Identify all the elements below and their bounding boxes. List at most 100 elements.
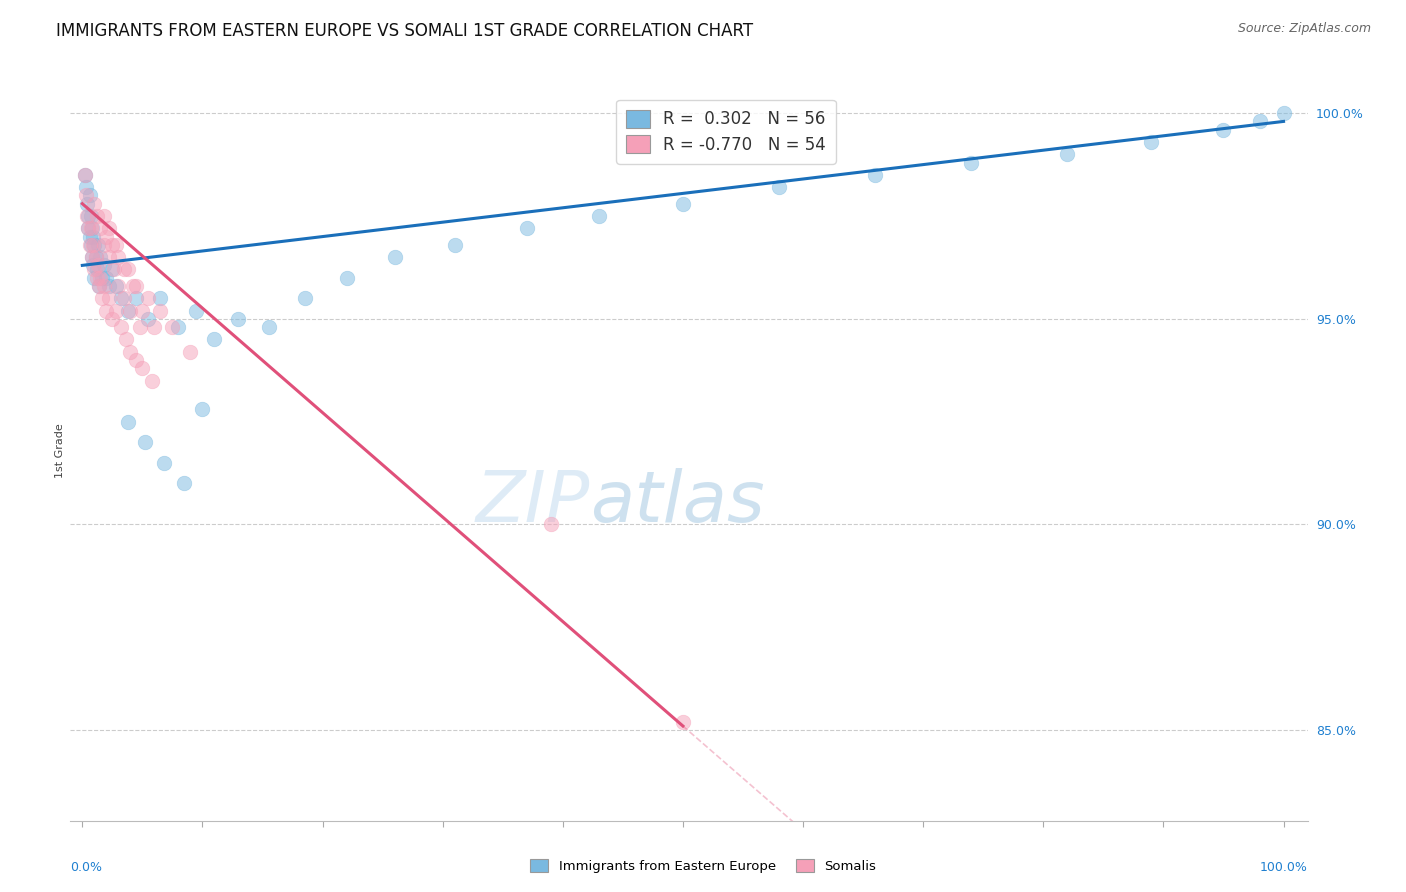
Point [191,402,214,417]
Point [153,456,176,470]
Point [121,279,143,293]
Point [588,209,610,223]
Point [73,168,96,182]
Point [149,291,172,305]
Point [110,291,132,305]
Point [117,262,139,277]
Point [86,270,108,285]
Point [89,279,111,293]
Point [87,237,110,252]
Point [107,250,129,264]
Point [101,311,124,326]
Point [84,250,107,264]
Point [90,291,112,305]
Point [96,303,118,318]
Point [89,250,111,264]
Point [75,180,97,194]
Point [173,476,195,491]
Point [83,237,105,252]
Point [90,270,112,285]
Point [82,237,104,252]
Point [1272,106,1295,120]
Point [768,180,790,194]
Point [83,270,105,285]
Point [82,229,104,244]
Point [204,332,226,346]
Point [89,279,111,293]
Point [104,279,127,293]
Point [672,196,695,211]
Point [179,344,201,359]
Point [83,262,105,277]
Point [89,221,111,235]
Point [1140,135,1163,149]
Point [104,303,127,318]
Point [101,262,124,277]
Point [112,291,135,305]
Point [80,250,103,264]
Point [1056,147,1078,161]
Text: atlas: atlas [591,467,765,537]
Point [516,221,538,235]
Text: Source: ZipAtlas.com: Source: ZipAtlas.com [1237,22,1371,36]
Point [93,279,115,293]
Point [143,320,166,334]
Point [167,320,190,334]
Point [76,196,98,211]
Point [1212,122,1234,136]
Point [336,270,359,285]
Point [186,303,208,318]
Text: ZIP: ZIP [475,467,591,537]
Point [149,303,172,318]
Point [79,188,101,202]
Point [93,209,115,223]
Point [96,270,118,285]
Point [131,303,153,318]
Point [77,221,100,235]
Point [77,209,100,223]
Point [93,237,115,252]
Point [112,262,135,277]
Point [79,237,101,252]
Point [93,258,115,272]
Point [960,155,983,169]
Text: 0.0%: 0.0% [70,862,103,874]
Text: IMMIGRANTS FROM EASTERN EUROPE VS SOMALI 1ST GRADE CORRELATION CHART: IMMIGRANTS FROM EASTERN EUROPE VS SOMALI… [56,22,754,40]
Point [84,250,107,264]
Point [107,279,129,293]
Point [79,229,101,244]
Point [104,237,127,252]
Point [80,221,103,235]
Point [228,311,250,326]
Y-axis label: 1st Grade: 1st Grade [55,423,65,478]
Point [125,291,148,305]
Point [141,374,163,388]
Legend: Immigrants from Eastern Europe, Somalis: Immigrants from Eastern Europe, Somalis [524,854,882,879]
Point [117,303,139,318]
Point [76,209,98,223]
Point [125,353,148,368]
Point [97,221,120,235]
Point [80,221,103,235]
Point [80,209,103,223]
Point [97,250,120,264]
Text: 100.0%: 100.0% [1260,862,1308,874]
Point [134,435,156,450]
Point [257,320,280,334]
Point [83,196,105,211]
Point [138,311,160,326]
Point [863,168,886,182]
Point [103,262,125,277]
Point [96,229,118,244]
Point [384,250,406,264]
Point [86,209,108,223]
Point [125,279,148,293]
Point [80,237,103,252]
Point [110,320,132,334]
Point [120,303,142,318]
Legend: R =  0.302   N = 56, R = -0.770   N = 54: R = 0.302 N = 56, R = -0.770 N = 54 [616,100,835,164]
Point [1249,114,1271,128]
Point [97,279,120,293]
Point [101,237,124,252]
Point [80,250,103,264]
